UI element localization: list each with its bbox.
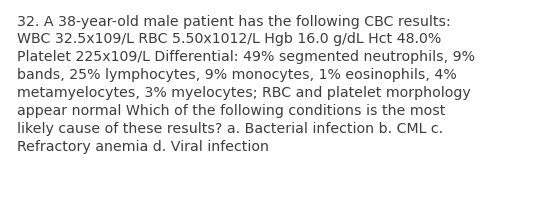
Text: 32. A 38-year-old male patient has the following CBC results:
WBC 32.5x109/L RBC: 32. A 38-year-old male patient has the f… (17, 15, 475, 154)
